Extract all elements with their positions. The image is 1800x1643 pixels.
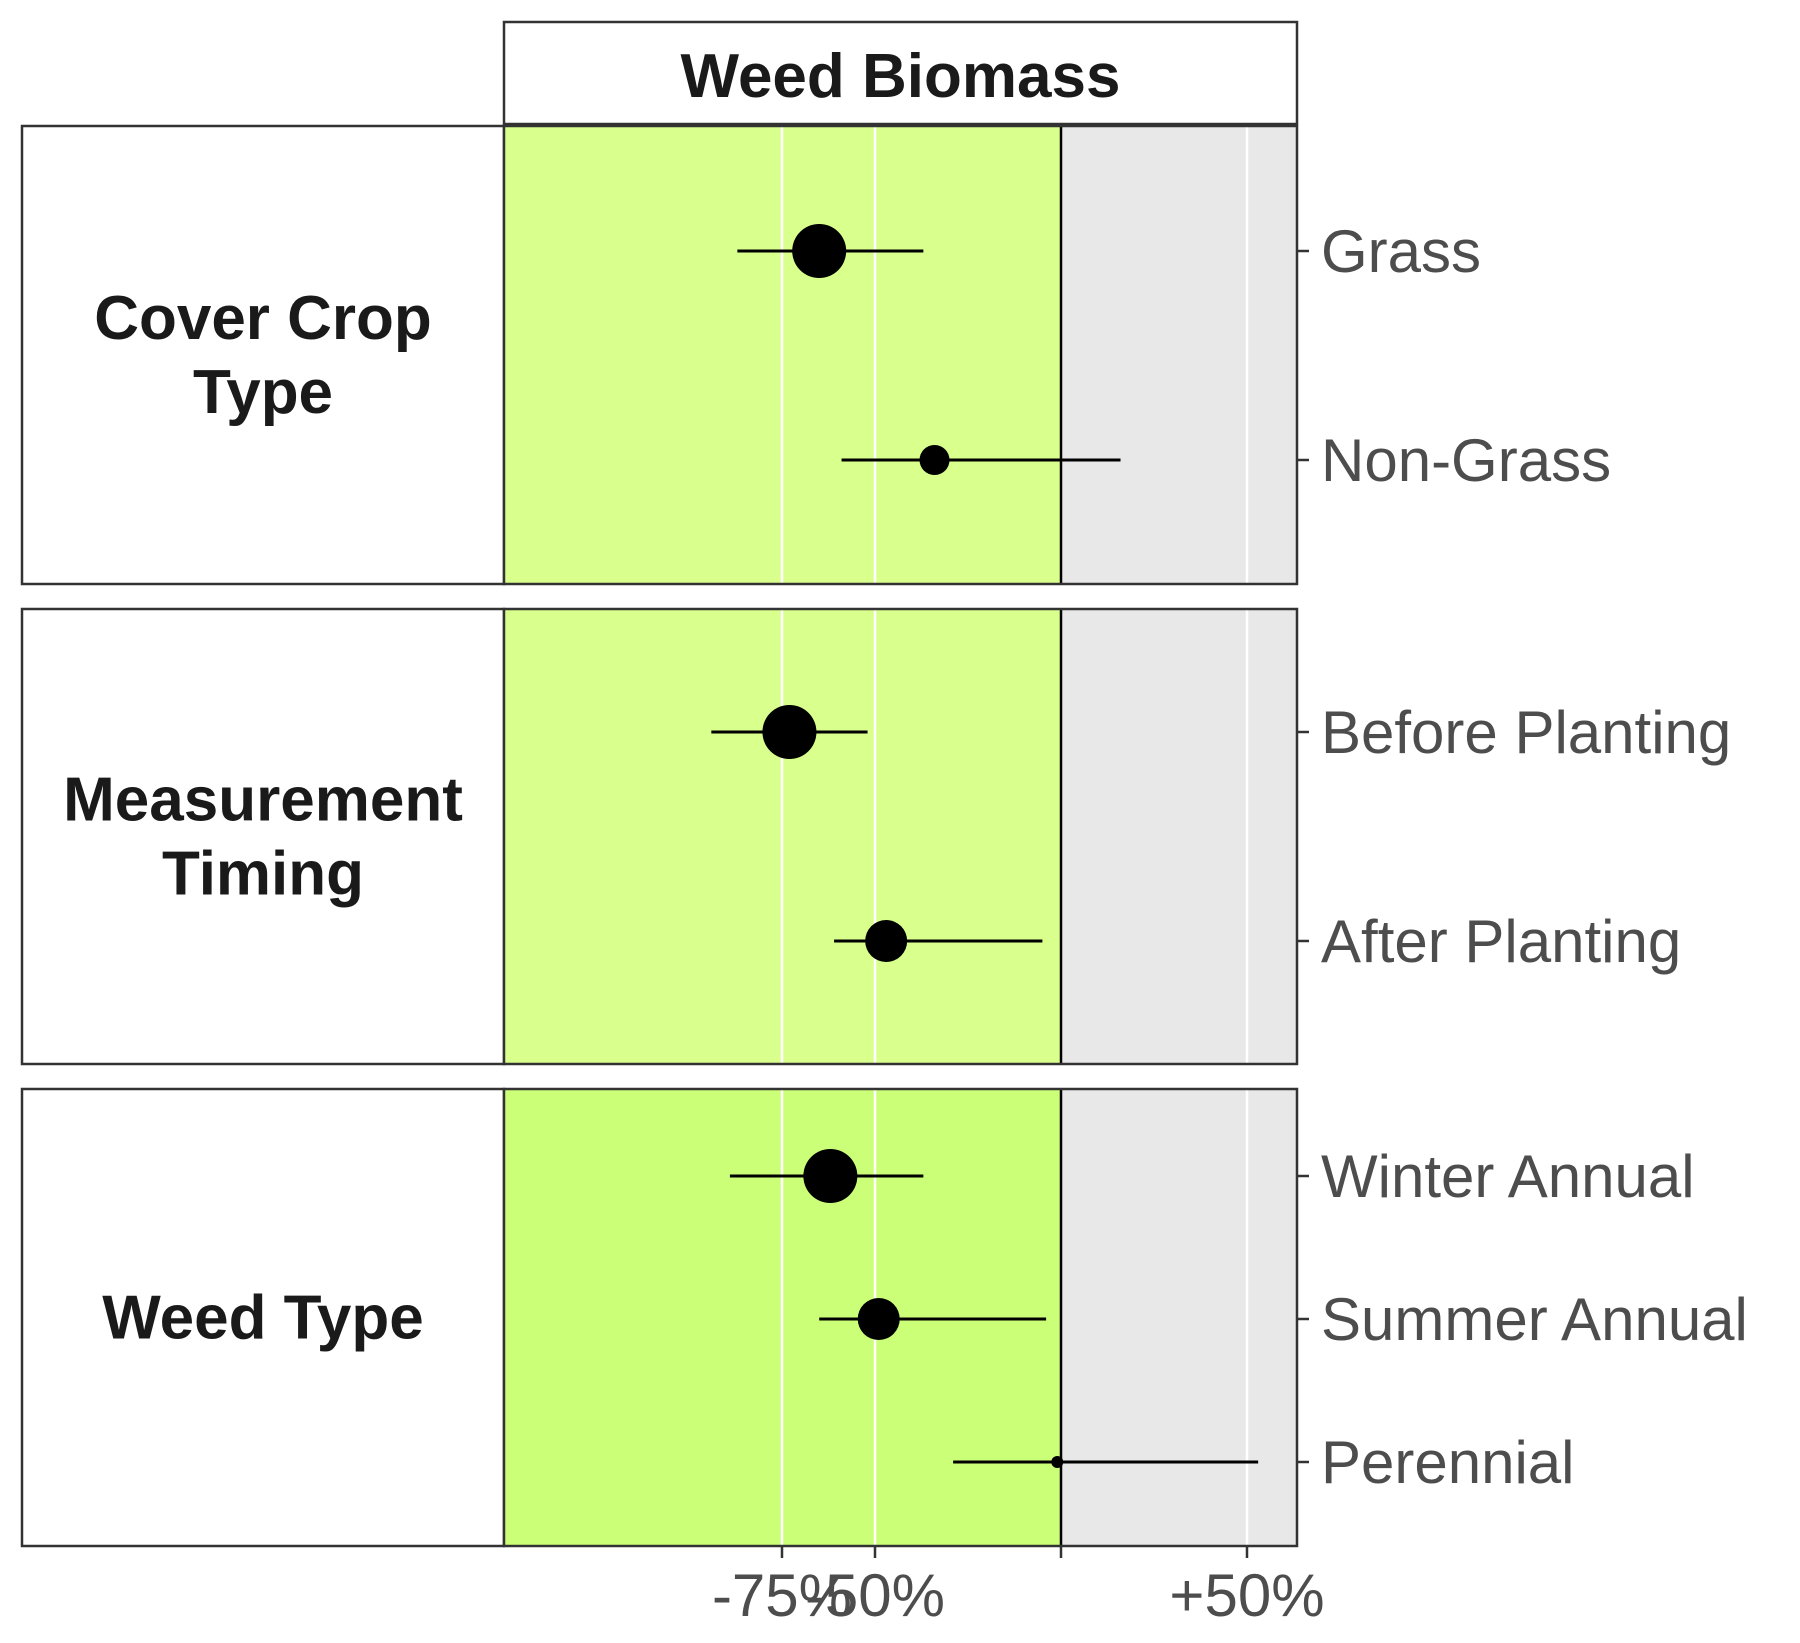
estimate-point: [857, 1298, 900, 1340]
y-tick-label: Non-Grass: [1321, 427, 1611, 494]
y-tick-label: Winter Annual: [1321, 1143, 1695, 1210]
estimate-point: [803, 1149, 858, 1203]
facet-title: Weed Biomass: [681, 42, 1121, 111]
y-tick-label: Perennial: [1321, 1429, 1575, 1496]
facet-title-box: [502, 20, 1299, 126]
facet-strip-label: Weed Type: [102, 1284, 424, 1353]
panel-border: [502, 607, 1299, 1066]
facet-strip-label: Timing: [162, 840, 364, 909]
facet-strip-label: Cover Crop: [94, 284, 432, 353]
facet-strip-label: Measurement: [63, 766, 463, 835]
y-tick-label: Grass: [1321, 218, 1481, 285]
y-tick-label: After Planting: [1321, 908, 1681, 975]
facet-strip-label: Type: [193, 358, 333, 427]
panel-border: [502, 1087, 1299, 1548]
estimate-point: [792, 224, 847, 278]
y-tick-label: Before Planting: [1321, 699, 1731, 766]
estimate-point: [919, 445, 950, 475]
x-tick-label: -50%: [805, 1562, 945, 1629]
increase-region: [1061, 1089, 1297, 1546]
x-axis: -75%-50% +50%: [712, 1546, 1325, 1629]
facet-title-strip: Weed Biomass: [502, 20, 1299, 126]
x-tick-label: -75%: [712, 1562, 852, 1629]
facet-strip-box: [20, 607, 506, 1066]
estimate-point: [1051, 1456, 1064, 1468]
facet-strip-box: [20, 1087, 506, 1548]
estimate-point: [865, 920, 908, 962]
increase-region: [1061, 609, 1297, 1064]
panel-border: [502, 124, 1299, 586]
x-tick-label: +50%: [1169, 1562, 1324, 1629]
increase-region: [1061, 126, 1297, 584]
facet-panel: Weed Type Winter Annual Summer Annual Peren…: [20, 1087, 1748, 1548]
y-tick-label: Summer Annual: [1321, 1286, 1748, 1353]
facet-strip-box: [20, 124, 506, 586]
estimate-point: [762, 705, 817, 759]
